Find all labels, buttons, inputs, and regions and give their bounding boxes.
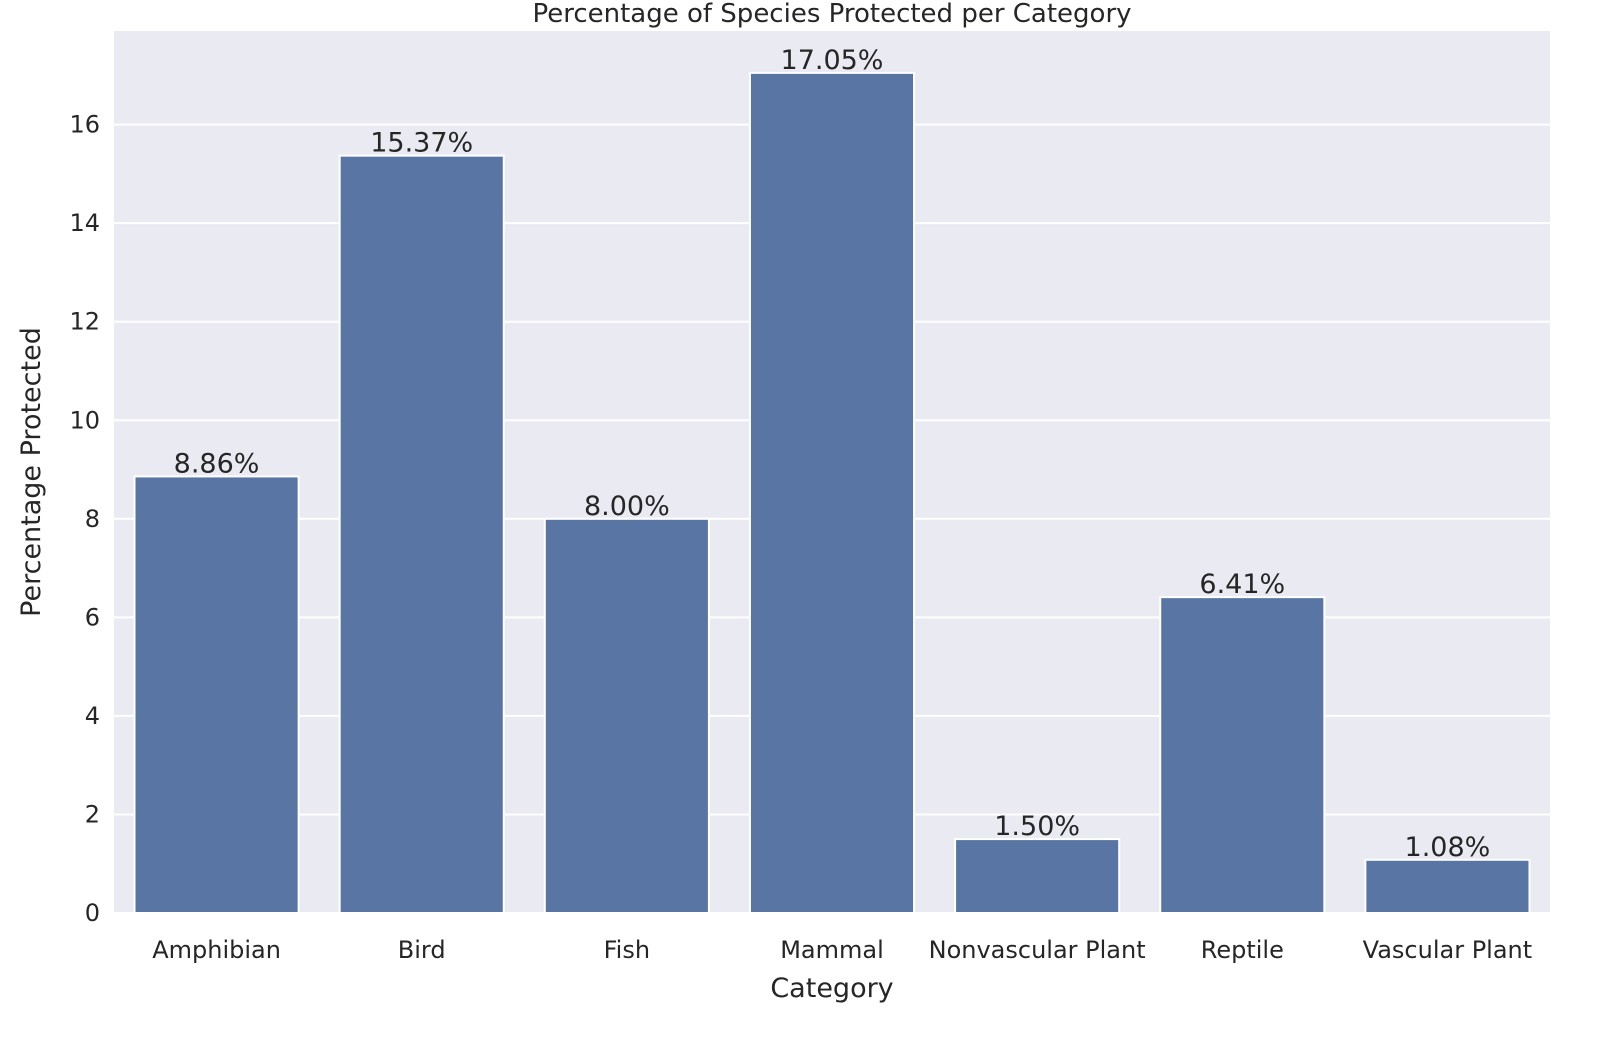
y-tick-label: 0 (85, 899, 100, 927)
bar-value-label: 17.05% (781, 45, 884, 76)
bar (133, 475, 300, 914)
x-tick-label: Vascular Plant (1363, 936, 1533, 964)
x-tick-label: Amphibian (152, 936, 281, 964)
bar-value-label: 8.86% (174, 448, 260, 479)
bar-value-label: 8.00% (584, 491, 670, 522)
bar-value-label: 1.08% (1405, 832, 1491, 863)
bar (748, 71, 916, 914)
y-tick-label: 10 (69, 406, 100, 434)
chart-title: Percentage of Species Protected per Cate… (532, 0, 1131, 29)
y-tick-label: 2 (85, 800, 100, 828)
bar (1159, 596, 1326, 915)
y-tick-label: 4 (85, 702, 100, 730)
y-tick-label: 12 (69, 308, 100, 336)
bar (338, 154, 505, 914)
y-axis-ticks: 0 2 4 6 8 10 12 14 16 (69, 111, 100, 927)
x-tick-label: Mammal (780, 936, 884, 964)
bars (133, 71, 1531, 915)
x-tick-label: Bird (398, 936, 446, 964)
x-axis-ticks: Amphibian Bird Fish Mammal Nonvascular Plant… (152, 936, 1532, 964)
y-tick-label: 14 (69, 209, 100, 237)
bar-value-label: 1.50% (994, 811, 1080, 842)
bar (1364, 858, 1531, 915)
y-tick-label: 16 (69, 111, 100, 139)
x-tick-label: Nonvascular Plant (929, 936, 1146, 964)
y-tick-label: 8 (85, 505, 100, 533)
data-labels: 8.86% 15.37% 8.00% 17.05% 1.50% 6.41% 1.08% (174, 45, 1491, 863)
bar (954, 838, 1121, 914)
bar (543, 517, 710, 914)
y-axis-label: Percentage Protected (16, 327, 47, 617)
x-axis-label: Category (770, 973, 893, 1004)
y-tick-label: 6 (85, 603, 100, 631)
x-tick-label: Fish (604, 936, 650, 964)
x-tick-label: Reptile (1201, 936, 1284, 964)
bar-value-label: 6.41% (1199, 569, 1285, 600)
bar-value-label: 15.37% (370, 128, 473, 159)
